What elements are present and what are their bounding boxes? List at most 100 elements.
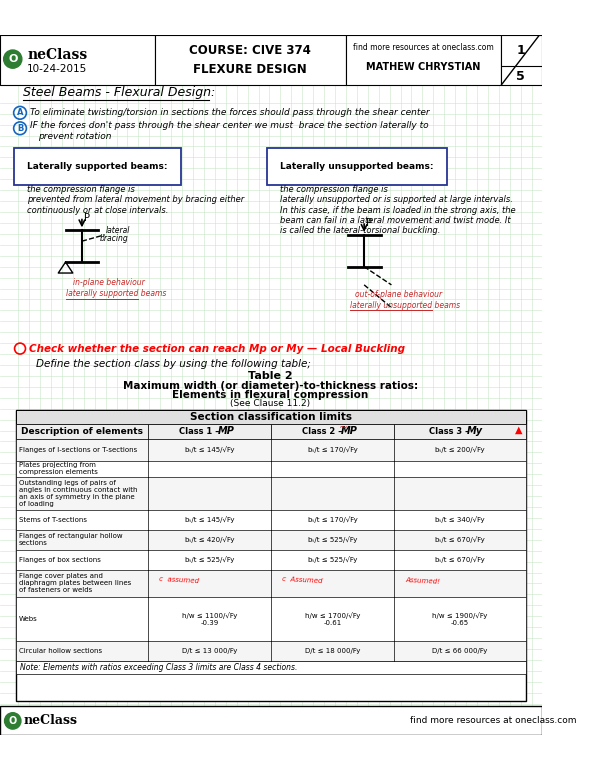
Text: Supported: Supported <box>27 148 93 158</box>
Text: P: P <box>366 218 372 228</box>
Text: Stems of T-sections: Stems of T-sections <box>19 517 87 523</box>
Text: h/w ≤ 1700/√Fy
-0.61: h/w ≤ 1700/√Fy -0.61 <box>305 612 361 626</box>
Text: bₜ/t ≤ 340/√Fy: bₜ/t ≤ 340/√Fy <box>436 517 485 523</box>
Bar <box>17 424 148 439</box>
Text: Assumed!: Assumed! <box>405 577 440 584</box>
Text: out-of-plane behaviour: out-of-plane behaviour <box>355 290 442 299</box>
Text: MP: MP <box>218 427 234 437</box>
Text: bₜ/t ≤ 670/√Fy: bₜ/t ≤ 670/√Fy <box>436 557 485 563</box>
Text: Laterally unsupported beams:: Laterally unsupported beams: <box>280 162 434 171</box>
Text: Flanges of rectangular hollow
sections: Flanges of rectangular hollow sections <box>19 534 123 546</box>
Text: neClass: neClass <box>24 715 78 728</box>
Text: D/t ≤ 13 000/Fy: D/t ≤ 13 000/Fy <box>182 648 237 654</box>
Bar <box>0 35 155 85</box>
Text: Class 2 –: Class 2 – <box>302 427 345 436</box>
Text: To eliminate twisting/torsion in sections the forces should pass through the she: To eliminate twisting/torsion in section… <box>30 109 430 117</box>
Bar <box>17 661 526 674</box>
Text: P: P <box>84 213 90 223</box>
Text: Flanges of box sections: Flanges of box sections <box>19 557 101 563</box>
Bar <box>271 424 394 439</box>
Text: Maximum width (or diameter)-to-thickness ratios:: Maximum width (or diameter)-to-thickness… <box>123 381 418 391</box>
Bar <box>17 597 526 641</box>
Text: Elements in flexural compression: Elements in flexural compression <box>172 390 368 400</box>
Text: Table 2: Table 2 <box>248 371 293 381</box>
Bar <box>17 530 526 550</box>
Text: find more resources at oneclass.com: find more resources at oneclass.com <box>409 716 576 725</box>
Text: Description of elements: Description of elements <box>21 427 143 436</box>
Text: bₜ/t ≤ 145/√Fy: bₜ/t ≤ 145/√Fy <box>185 447 234 453</box>
Text: lateral: lateral <box>105 226 130 235</box>
Text: the compression flange is
prevented from lateral movement by bracing either
cont: the compression flange is prevented from… <box>27 185 245 215</box>
Text: MATHEW CHRYSTIAN: MATHEW CHRYSTIAN <box>366 62 481 72</box>
Text: bₜ/t ≤ 670/√Fy: bₜ/t ≤ 670/√Fy <box>436 537 485 543</box>
Bar <box>500 35 541 85</box>
Bar <box>17 641 526 661</box>
Text: neClass: neClass <box>27 48 87 62</box>
Text: IF the forces don't pass through the shear center we must  brace the section lat: IF the forces don't pass through the she… <box>30 121 428 130</box>
Text: ▲: ▲ <box>515 424 522 434</box>
Bar <box>0 706 541 735</box>
Text: D/t ≤ 66 000/Fy: D/t ≤ 66 000/Fy <box>433 648 488 654</box>
Text: MP: MP <box>341 427 358 437</box>
Text: bₜ/t ≤ 170/√Fy: bₜ/t ≤ 170/√Fy <box>308 517 358 523</box>
Text: Outstanding legs of pairs of
angles in continuous contact with
an axis of symmet: Outstanding legs of pairs of angles in c… <box>19 480 137 507</box>
Bar <box>17 410 526 701</box>
Text: bₜ/t ≤ 145/√Fy: bₜ/t ≤ 145/√Fy <box>185 517 234 523</box>
Text: Check whether the section can reach Mp or My — Local Buckling: Check whether the section can reach Mp o… <box>29 343 405 353</box>
Text: 5: 5 <box>516 70 525 83</box>
Text: Section classification limits: Section classification limits <box>190 412 352 422</box>
Bar <box>17 439 526 460</box>
Text: O: O <box>8 54 17 64</box>
Text: laterally supported beams: laterally supported beams <box>65 289 166 298</box>
Text: FLEXURE DESIGN: FLEXURE DESIGN <box>193 62 307 75</box>
Bar <box>17 477 526 510</box>
Text: h/w ≤ 1900/√Fy
-0.65: h/w ≤ 1900/√Fy -0.65 <box>433 612 488 626</box>
Bar <box>394 424 526 439</box>
Bar <box>17 410 526 424</box>
Text: Class 1 –: Class 1 – <box>179 427 223 436</box>
Text: Class 3 –: Class 3 – <box>430 427 472 436</box>
Bar <box>155 35 346 85</box>
Text: Flange cover plates and
diaphragm plates between lines
of fasteners or welds: Flange cover plates and diaphragm plates… <box>19 574 131 594</box>
Text: COURSE: CIVE 374: COURSE: CIVE 374 <box>189 45 311 58</box>
Text: Define the section class by using the following table;: Define the section class by using the fo… <box>36 359 311 369</box>
Text: prevent rotation: prevent rotation <box>38 132 112 141</box>
Bar <box>148 424 271 439</box>
Text: My: My <box>466 427 483 437</box>
Text: Webs: Webs <box>19 616 38 622</box>
Text: 1: 1 <box>516 45 525 58</box>
Text: laterally unsupported beams: laterally unsupported beams <box>350 300 461 310</box>
Text: the compression flange is
laterally unsupported or is supported at large interva: the compression flange is laterally unsu… <box>280 185 516 236</box>
Text: Non-Supported,: Non-Supported, <box>282 148 382 158</box>
Bar <box>17 550 526 570</box>
Text: ~: ~ <box>339 423 348 433</box>
Text: A: A <box>17 109 23 117</box>
Text: 10-24-2015: 10-24-2015 <box>27 64 87 74</box>
Text: c  Assumed: c Assumed <box>282 576 323 584</box>
Text: bₜ/t ≤ 170/√Fy: bₜ/t ≤ 170/√Fy <box>308 447 358 453</box>
Text: B: B <box>17 124 23 132</box>
Text: D/t ≤ 18 000/Fy: D/t ≤ 18 000/Fy <box>305 648 361 654</box>
Text: Laterally supported beams:: Laterally supported beams: <box>27 162 168 171</box>
Bar <box>17 570 526 597</box>
Bar <box>17 460 526 477</box>
Text: in-plane behaviour: in-plane behaviour <box>73 278 145 287</box>
Text: O: O <box>8 716 17 726</box>
Text: bracing: bracing <box>100 234 129 243</box>
Text: Note: Elements with ratios exceeding Class 3 limits are Class 4 sections.: Note: Elements with ratios exceeding Cla… <box>20 663 298 671</box>
Circle shape <box>5 713 21 729</box>
Text: Flanges of I-sections or T-sections: Flanges of I-sections or T-sections <box>19 447 137 453</box>
Circle shape <box>4 50 22 69</box>
Text: bₜ/t ≤ 200/√Fy: bₜ/t ≤ 200/√Fy <box>436 447 485 453</box>
Text: find more resources at oneclass.com: find more resources at oneclass.com <box>353 43 494 52</box>
Bar <box>346 35 500 85</box>
Text: c  assumed: c assumed <box>159 577 199 584</box>
Text: h/w ≤ 1100/√Fy
-0.39: h/w ≤ 1100/√Fy -0.39 <box>182 612 237 626</box>
Bar <box>17 510 526 530</box>
Bar <box>0 35 541 85</box>
Text: bₜ/t ≤ 420/√Fy: bₜ/t ≤ 420/√Fy <box>185 537 234 543</box>
Text: bₜ/t ≤ 525/√Fy: bₜ/t ≤ 525/√Fy <box>185 557 234 563</box>
Text: Steel Beams - Flexural Design:: Steel Beams - Flexural Design: <box>23 86 215 99</box>
Text: (See Clause 11.2): (See Clause 11.2) <box>230 399 311 407</box>
Text: Plates projecting from
compression elements: Plates projecting from compression eleme… <box>19 462 98 475</box>
